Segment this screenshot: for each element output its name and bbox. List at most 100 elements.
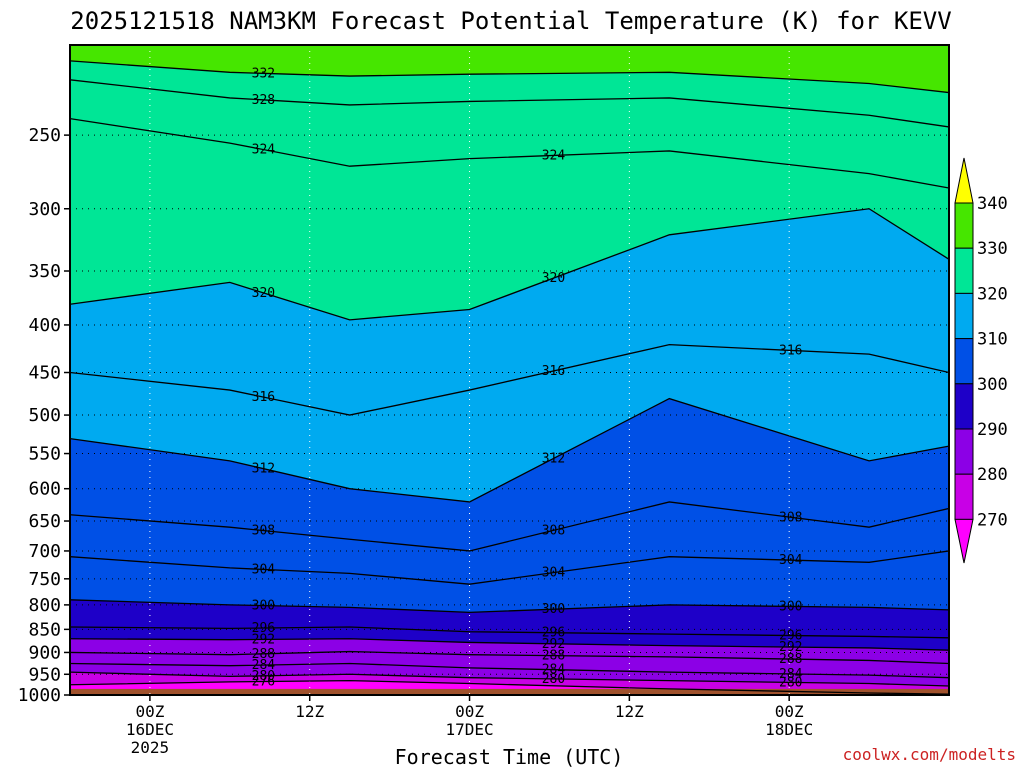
x-tick-label-00Z: 00Z [455, 702, 484, 721]
contour-label-304: 304 [542, 566, 566, 581]
isotherm-300 [70, 599, 949, 614]
y-tick-label-700: 700 [28, 541, 61, 562]
contour-label-308: 308 [252, 524, 275, 539]
colorbar: 340 330 320 310 300 290 280 270 [954, 157, 1008, 564]
contour-label-312: 312 [252, 462, 275, 477]
ground [70, 688, 949, 695]
contour-label-288: 288 [779, 652, 802, 667]
contour-label-304: 304 [252, 562, 276, 577]
contour-label-292: 292 [252, 632, 275, 647]
contour-label-308: 308 [779, 510, 802, 525]
x-tick-label-18DEC: 18DEC [765, 720, 813, 739]
contour-label-304: 304 [779, 553, 803, 568]
credit-link[interactable]: coolwx.com/modelts [843, 745, 1016, 764]
colorbar-segment-290-300 [954, 383, 974, 430]
x-tick-label-16DEC: 16DEC [126, 720, 174, 739]
colorbar-bottom-arrow [954, 518, 974, 564]
contour-label-292: 292 [779, 640, 802, 655]
isotherm-296 [70, 626, 949, 639]
contour-label-284: 284 [779, 667, 803, 682]
colorbar-segment-310-320 [954, 292, 974, 340]
contour-label-284: 284 [542, 663, 566, 678]
isotherm-320 [70, 208, 949, 321]
contour-label-296: 296 [542, 626, 565, 641]
colorbar-top-arrow [954, 157, 974, 204]
y-tick-label-850: 850 [28, 619, 61, 640]
y-tick-label-400: 400 [28, 315, 61, 336]
isotherm-280 [70, 671, 949, 687]
contour-label-324: 324 [542, 148, 566, 163]
contour-label-288: 288 [252, 647, 275, 662]
colorbar-label-280: 280 [977, 465, 1008, 485]
contour-label-308: 308 [542, 523, 565, 538]
plot-area: 332 328 324 324 320 320 316 316 316 312 312 308 308 3… [70, 45, 949, 695]
colorbar-label-270: 270 [977, 510, 1008, 530]
y-tick-label-250: 250 [28, 125, 61, 146]
x-axis-label: Forecast Time (UTC) [395, 745, 624, 768]
colorbar-label-330: 330 [977, 239, 1008, 259]
isotherm-292 [70, 638, 949, 651]
contour-label-280: 280 [542, 672, 565, 687]
contour-label-328: 328 [252, 93, 275, 108]
x-tick-label-2025: 2025 [131, 738, 170, 757]
contour-label-296: 296 [779, 629, 802, 644]
isotherm-332 [70, 60, 949, 94]
contour-label-280: 280 [779, 675, 802, 690]
contour-label-288: 288 [542, 649, 565, 664]
x-tick-label-12Z: 12Z [295, 702, 324, 721]
isotherm-324 [70, 117, 949, 189]
y-tick-label-350: 350 [28, 261, 61, 282]
contour-label-316: 316 [252, 390, 275, 405]
y-tick-label-550: 550 [28, 444, 61, 465]
contour-label-320: 320 [252, 286, 275, 301]
colorbar-label-290: 290 [977, 420, 1008, 440]
contour-label-316: 316 [779, 343, 802, 358]
isotherm-308 [70, 501, 949, 552]
colorbar-segment-330-340 [954, 202, 974, 249]
y-tick-label-600: 600 [28, 479, 61, 500]
contour-label-292: 292 [542, 637, 565, 652]
colorbar-segment-280-290 [954, 428, 974, 475]
y-tick-label-900: 900 [28, 642, 61, 663]
chart-title: 2025121518 NAM3KM Forecast Potential Tem… [70, 7, 951, 35]
contour-label-276: 276 [252, 675, 275, 690]
temperature-bands [70, 45, 949, 695]
contour-label-300: 300 [542, 602, 565, 617]
colorbar-segment-270-280 [954, 473, 974, 520]
isotherm-312 [70, 397, 949, 503]
x-tick-label-12Z: 12Z [615, 702, 644, 721]
colorbar-label-300: 300 [977, 375, 1008, 395]
isotherm-304 [70, 550, 949, 585]
y-tick-label-750: 750 [28, 569, 61, 590]
contour-label-300: 300 [779, 599, 802, 614]
ground-surface [70, 688, 949, 695]
colorbar-segment-320-330 [954, 247, 974, 294]
contour-label-316: 316 [542, 364, 565, 379]
plot-frame [69, 44, 950, 696]
colorbar-label-320: 320 [977, 284, 1008, 304]
colorbar-segment-300-310 [954, 338, 974, 385]
contour-label-280: 280 [252, 669, 275, 684]
contour-label-312: 312 [542, 452, 565, 467]
isotherm-lines [70, 60, 949, 695]
y-tick-label-650: 650 [28, 511, 61, 532]
contour-label-324: 324 [252, 143, 276, 158]
isotherm-316 [70, 343, 949, 416]
contour-label-300: 300 [252, 599, 275, 614]
x-tick-label-17DEC: 17DEC [445, 720, 493, 739]
y-tick-label-450: 450 [28, 363, 61, 384]
contour-label-284: 284 [252, 658, 276, 673]
contour-label-332: 332 [252, 66, 275, 81]
y-tick-label-950: 950 [28, 664, 61, 685]
x-tick-label-00Z: 00Z [775, 702, 804, 721]
isotherm-284 [70, 662, 949, 679]
contour-label-296: 296 [252, 621, 275, 636]
y-tick-label-500: 500 [28, 405, 61, 426]
y-tick-label-800: 800 [28, 595, 61, 616]
isotherm-288 [70, 650, 949, 665]
colorbar-label-340: 340 [977, 194, 1008, 214]
isotherm-328 [70, 79, 949, 128]
contour-labels: 332 328 324 324 320 320 316 316 316 312 312 308 308 3… [252, 66, 803, 690]
